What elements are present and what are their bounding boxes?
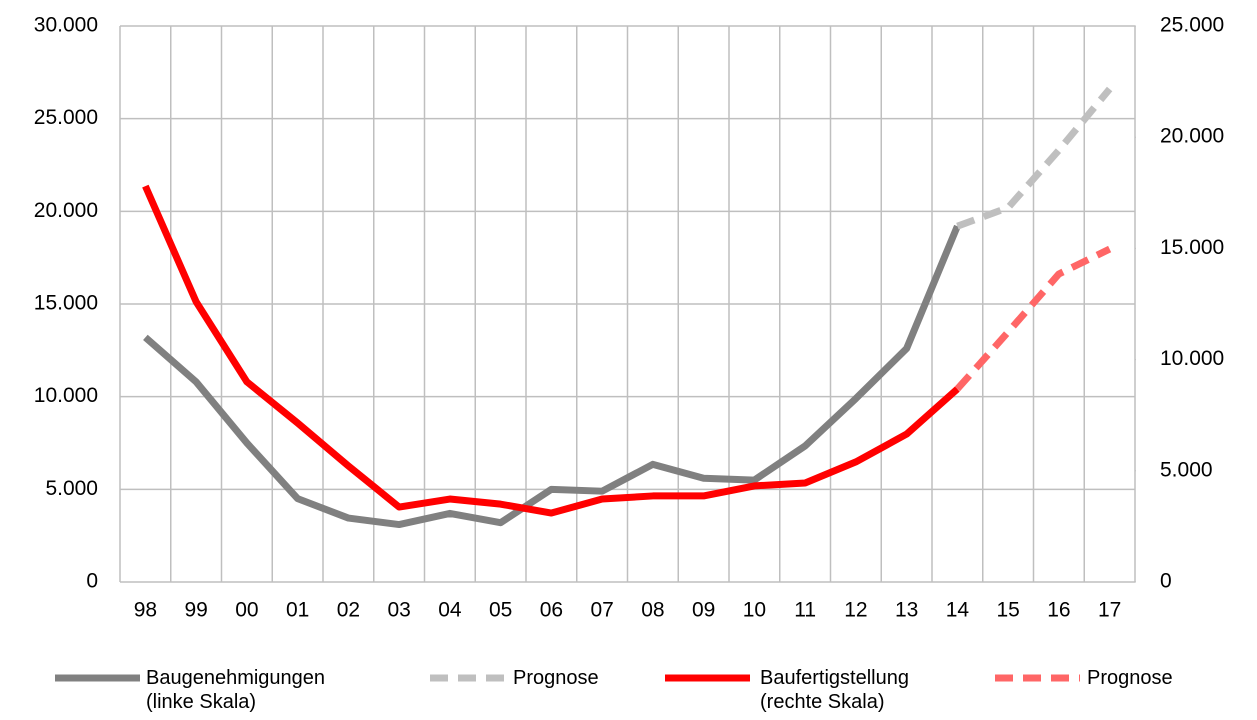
legend-label: Baugenehmigungen (linke Skala) (146, 667, 326, 713)
x-tick-label: 14 (946, 599, 970, 622)
y-tick-label: 5.000 (45, 477, 98, 500)
y2-tick-label: 5.000 (1160, 458, 1213, 481)
series-line (142, 184, 960, 517)
y-tick-label: 20.000 (34, 199, 98, 222)
x-tick-label: 98 (134, 599, 157, 622)
y-tick-label: 10.000 (34, 384, 98, 407)
y2-tick-label: 15.000 (1160, 236, 1224, 259)
x-tick-label: 06 (540, 599, 563, 622)
x-tick-label: 17 (1098, 599, 1121, 622)
x-tick-label: 12 (844, 599, 867, 622)
x-tick-label: 04 (438, 599, 462, 622)
legend-label: Baufertigstellung (rechte Skala) (760, 667, 909, 713)
x-tick-label: 11 (794, 599, 816, 622)
series-line (956, 86, 1113, 230)
y-tick-label: 15.000 (34, 292, 98, 315)
x-tick-label: 15 (996, 599, 1019, 622)
legend-label: Prognose (1087, 667, 1173, 689)
y2-tick-label: 25.000 (1160, 14, 1224, 37)
x-tick-label: 03 (387, 599, 410, 622)
series-line (143, 224, 961, 529)
x-tick-label: 08 (641, 599, 664, 622)
y2-tick-label: 20.000 (1160, 125, 1224, 148)
x-tick-label: 01 (286, 599, 309, 622)
y2-tick-label: 0 (1160, 570, 1172, 593)
y-tick-label: 25.000 (34, 106, 98, 129)
x-tick-label: 13 (895, 599, 918, 622)
x-tick-label: 05 (489, 599, 512, 622)
y-tick-label: 0 (86, 570, 98, 593)
x-tick-label: 99 (184, 599, 207, 622)
x-tick-label: 09 (692, 599, 715, 622)
x-tick-label: 00 (235, 599, 258, 622)
x-tick-label: 16 (1047, 599, 1070, 622)
legend-label: Prognose (513, 667, 599, 689)
x-tick-label: 07 (590, 599, 613, 622)
series-line (954, 245, 1112, 392)
x-tick-label: 02 (337, 599, 360, 622)
x-tick-label: 10 (743, 599, 766, 622)
y-tick-label: 30.000 (34, 14, 98, 37)
y2-tick-label: 10.000 (1160, 347, 1224, 370)
